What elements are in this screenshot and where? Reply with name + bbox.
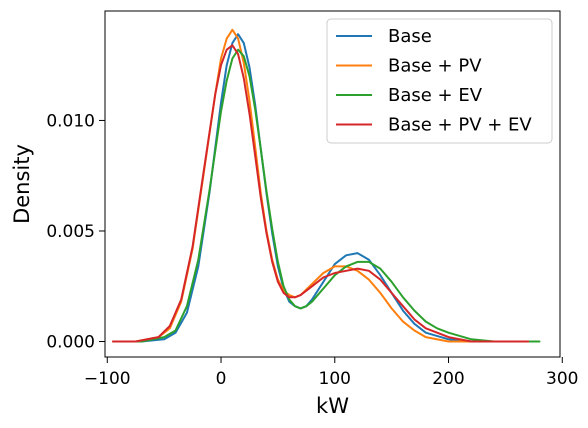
series-line-3 [112, 44, 530, 343]
y-tick-label: 0.000 [46, 333, 95, 353]
legend: Base Base + PV Base + EV Base + PV + EV [326, 18, 553, 144]
x-tick-label: 0 [216, 369, 227, 389]
x-tick-label: −100 [84, 369, 131, 389]
series-line-2 [117, 48, 541, 343]
x-axis: −100 0 100 200 300 [84, 357, 579, 389]
x-tick-label: 100 [319, 369, 351, 389]
legend-label: Base [388, 26, 432, 47]
plot-area [112, 28, 541, 343]
y-axis-label: Density [10, 144, 34, 224]
legend-label: Base + PV [388, 56, 482, 77]
legend-box [326, 18, 553, 144]
x-axis-label: kW [316, 394, 349, 418]
legend-label: Base + PV + EV [388, 115, 532, 136]
x-tick-label: 200 [432, 369, 464, 389]
x-tick-label: 300 [546, 369, 578, 389]
y-tick-label: 0.005 [46, 222, 95, 242]
legend-label: Base + EV [388, 85, 483, 106]
y-axis: 0.000 0.005 0.010 [46, 111, 105, 353]
plot-frame [104, 10, 561, 358]
y-tick-label: 0.010 [46, 111, 95, 131]
